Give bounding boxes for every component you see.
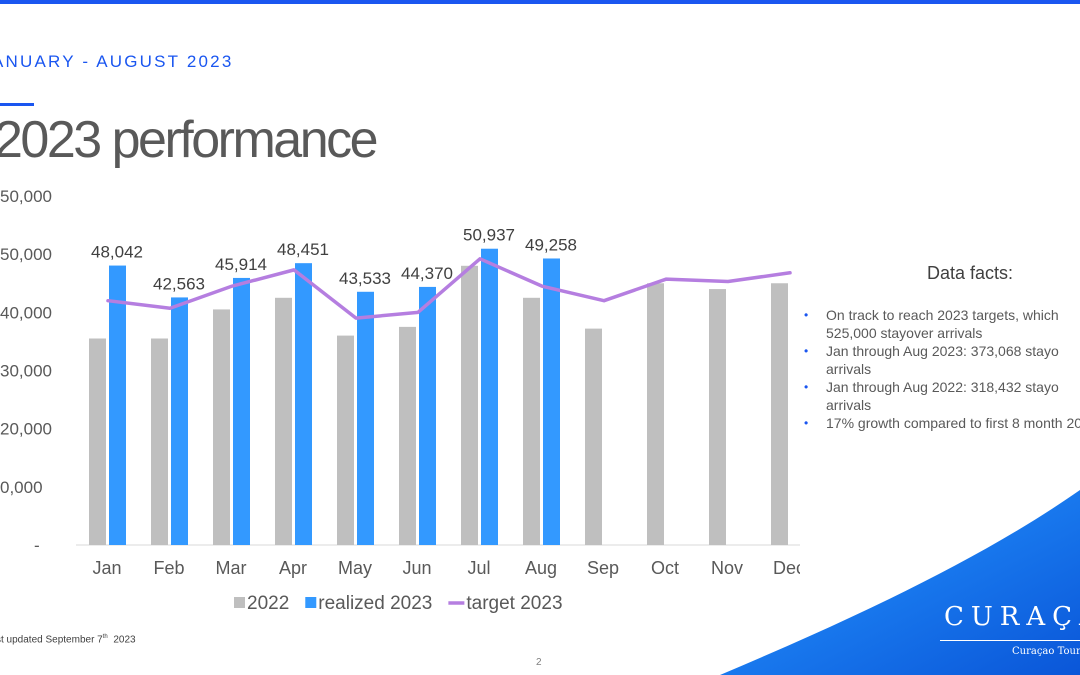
bar-realized-2023 [481, 248, 498, 546]
bar-realized-2023 [171, 297, 188, 545]
fact-item: • On track to reach 2023 targets, which 5… [804, 307, 1059, 341]
legend-label: realized 2023 [318, 593, 432, 614]
bar-2022 [585, 328, 602, 545]
x-tick-label: Sep [587, 558, 619, 578]
bullet-icon: • [804, 380, 809, 394]
last-updated-note: st updated September 7th 2023 [0, 634, 136, 646]
facts-list: • On track to reach 2023 targets, which 5… [804, 306, 1080, 432]
bar-2022 [89, 338, 106, 545]
x-tick-label: Dec [773, 558, 800, 578]
top-accent-bar [0, 0, 1080, 4]
data-label: 49,258 [525, 235, 577, 254]
bar-realized-2023 [543, 258, 560, 545]
bar-2022 [151, 338, 168, 545]
data-label: 50,937 [463, 226, 515, 245]
x-tick-label: Jan [92, 558, 121, 578]
x-tick-label: Jun [402, 558, 431, 578]
x-tick-label: Aug [525, 558, 557, 578]
y-tick-label: 40,000 [0, 303, 52, 322]
legend-swatch [305, 597, 317, 608]
bar-2022 [337, 335, 354, 545]
data-label: 48,451 [277, 240, 329, 259]
data-label: 44,370 [401, 264, 453, 283]
slide-title: 2023 performance [0, 111, 379, 169]
bar-2022 [275, 297, 292, 545]
y-tick-label: 20,000 [0, 420, 52, 439]
slide-subtitle: ANUARY - AUGUST 2023 [0, 52, 234, 71]
data-label: 48,042 [91, 243, 143, 262]
fact-item: • Jan through Aug 2023: 373,068 stayo arr… [804, 343, 1059, 377]
bar-2022 [461, 265, 478, 545]
bar-realized-2023 [357, 291, 374, 545]
target-2023-line [106, 257, 792, 320]
x-tick-label: Mar [216, 558, 247, 578]
performance-chart: - 0,000 20,000 30,000 40,000 50,000 50,000 48,0… [0, 187, 800, 614]
x-tick-label: Feb [153, 558, 184, 578]
x-tick-label: Oct [651, 558, 679, 578]
x-tick-label: May [338, 558, 372, 578]
legend-label: target 2023 [466, 593, 562, 614]
bullet-icon: • [804, 416, 809, 430]
legend-swatch [234, 597, 245, 608]
data-label: 43,533 [339, 269, 391, 288]
bar-realized-2023 [419, 286, 436, 545]
legend-label: 2022 [247, 593, 289, 614]
y-tick-label: - [34, 536, 40, 555]
brand-logo: CURAÇA [944, 602, 1080, 632]
x-tick-label: Jul [467, 558, 490, 578]
y-tick-label: 50,000 [0, 245, 52, 264]
x-tick-label: Nov [711, 558, 743, 578]
data-label: 42,563 [153, 274, 205, 293]
brand-divider [940, 640, 1080, 641]
page-number: 2 [536, 657, 542, 668]
bar-2022 [213, 309, 230, 545]
y-tick-label: 50,000 [0, 187, 52, 206]
x-tick-label: Apr [279, 558, 307, 578]
y-tick-label: 0,000 [0, 478, 43, 497]
bar-2022 [399, 326, 416, 545]
bar-2022 [771, 283, 788, 545]
bar-2022 [709, 289, 726, 545]
brand-tagline: Curaçao Tour [1012, 646, 1080, 657]
fact-item: • 17% growth compared to first 8 month 20… [804, 415, 1080, 431]
bar-2022 [523, 297, 540, 545]
facts-heading: Data facts: [927, 263, 1014, 283]
bar-realized-2023 [295, 263, 312, 545]
bullet-icon: • [804, 344, 809, 358]
y-tick-label: 30,000 [0, 362, 52, 381]
title-accent-line [0, 103, 34, 106]
bullet-icon: • [804, 308, 809, 322]
bar-2022 [647, 283, 664, 545]
bar-realized-2023 [109, 265, 126, 545]
fact-item: • Jan through Aug 2022: 318,432 stayo arr… [804, 379, 1059, 413]
data-label: 45,914 [215, 255, 267, 274]
bar-realized-2023 [233, 277, 250, 545]
